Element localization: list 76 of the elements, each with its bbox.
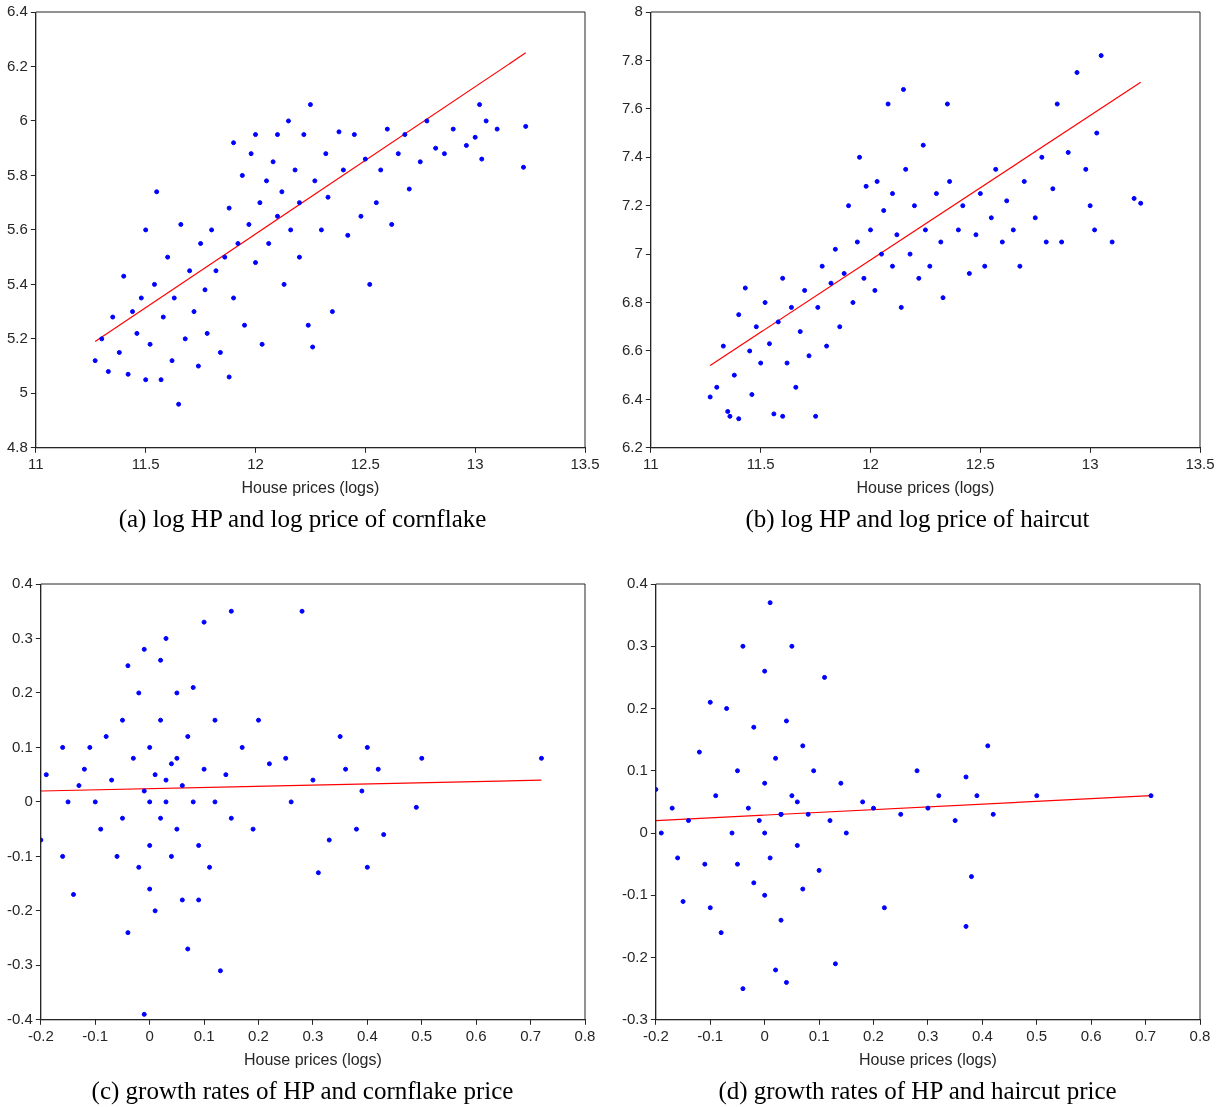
x-tick-label: 13 [1081, 454, 1099, 472]
x-tick-label: 11 [643, 454, 659, 472]
x-tick-label: 0.3 [917, 1026, 939, 1044]
x-tick-label: 0.8 [574, 1026, 596, 1044]
x-tick-label: 11 [28, 454, 44, 472]
x-tick-label: 0.8 [1189, 1026, 1211, 1044]
y-tick-label: 0.3 [11, 628, 33, 646]
x-tick-label: 13.5 [570, 454, 600, 472]
y-tick-label: 0.2 [11, 683, 33, 701]
x-tick-label: 0.3 [302, 1026, 324, 1044]
y-tick-label: -0.4 [6, 1009, 33, 1027]
y-tick-label: 0.3 [626, 636, 648, 654]
y-tick-label: 0.1 [11, 737, 33, 755]
x-axis-title: House prices (logs) [241, 478, 380, 496]
x-tick-label: -0.1 [82, 1026, 109, 1044]
x-axis-title: House prices (logs) [859, 1050, 997, 1068]
x-axis-title: House prices (logs) [856, 478, 995, 496]
y-tick-label: -0.1 [621, 885, 648, 903]
y-tick-label: -0.2 [6, 900, 33, 918]
y-tick-label: 0.4 [626, 574, 648, 592]
y-tick-label: 7 [634, 244, 643, 262]
x-tick-label: 0.2 [863, 1026, 884, 1044]
y-tick-label: 6.6 [621, 341, 643, 359]
x-tick-label: 0.1 [808, 1026, 830, 1044]
y-tick-label: -0.3 [6, 955, 33, 973]
x-tick-label: 12 [862, 454, 879, 472]
x-tick-label: 0.5 [411, 1026, 433, 1044]
x-tick-label: 0.2 [248, 1026, 269, 1044]
x-tick-label: 12 [247, 454, 264, 472]
x-tick-label: 0.4 [971, 1026, 993, 1044]
y-tick-label: 5.8 [6, 165, 28, 183]
y-tick-label: 0 [24, 792, 33, 810]
y-tick-label: 7.8 [621, 50, 643, 68]
x-tick-label: 12.5 [965, 454, 995, 472]
y-tick-label: 6.4 [6, 2, 28, 20]
y-tick-label: 5 [19, 383, 28, 401]
text: (a) log HP and log price of cornflake [117, 505, 488, 533]
y-tick-label: 7.2 [621, 195, 643, 213]
y-tick-label: 0.4 [11, 574, 33, 592]
x-tick-label: -0.1 [697, 1026, 724, 1044]
y-tick-label: 8 [634, 2, 643, 20]
y-tick-label: 0.1 [626, 760, 648, 778]
y-tick-label: 0.2 [626, 698, 648, 716]
y-tick-label: 6 [19, 111, 28, 129]
text: (d) growth rates of HP and haircut price [717, 1077, 1118, 1105]
y-tick-label: 5.2 [6, 328, 28, 346]
x-tick-label: 11.5 [131, 454, 160, 472]
y-tick-label: -0.2 [621, 947, 648, 965]
y-tick-label: -0.3 [621, 1009, 648, 1027]
x-tick-label: 0.7 [520, 1026, 542, 1044]
x-axis-title: House prices (logs) [244, 1050, 382, 1068]
x-tick-label: 13 [466, 454, 484, 472]
y-tick-label: 7.4 [621, 147, 643, 165]
y-tick-label: 6.2 [6, 56, 28, 74]
y-tick-label: 4.8 [6, 437, 28, 455]
x-tick-label: 0.4 [356, 1026, 378, 1044]
x-tick-label: 0.5 [1026, 1026, 1048, 1044]
x-tick-label: 0 [760, 1026, 769, 1044]
y-tick-label: 5.4 [6, 274, 28, 292]
x-tick-label: 0.6 [1080, 1026, 1102, 1044]
y-tick-label: 6.2 [621, 437, 643, 455]
x-tick-label: 0.1 [193, 1026, 215, 1044]
y-tick-label: 6.8 [621, 292, 643, 310]
x-tick-label: 13.5 [1185, 454, 1215, 472]
x-tick-label: 0.7 [1135, 1026, 1157, 1044]
y-tick-label: 5.6 [6, 220, 28, 238]
x-tick-label: 0.6 [465, 1026, 487, 1044]
x-tick-label: 11.5 [746, 454, 775, 472]
y-tick-label: 7.6 [621, 98, 643, 116]
y-tick-label: 6.4 [621, 389, 643, 407]
y-tick-label: -0.1 [6, 846, 33, 864]
text: (b) log HP and log price of haircut [744, 505, 1091, 533]
x-tick-label: 0 [145, 1026, 154, 1044]
text: (c) growth rates of HP and cornflake price [90, 1077, 515, 1105]
y-tick-label: 0 [639, 823, 648, 841]
x-tick-label: 12.5 [350, 454, 380, 472]
